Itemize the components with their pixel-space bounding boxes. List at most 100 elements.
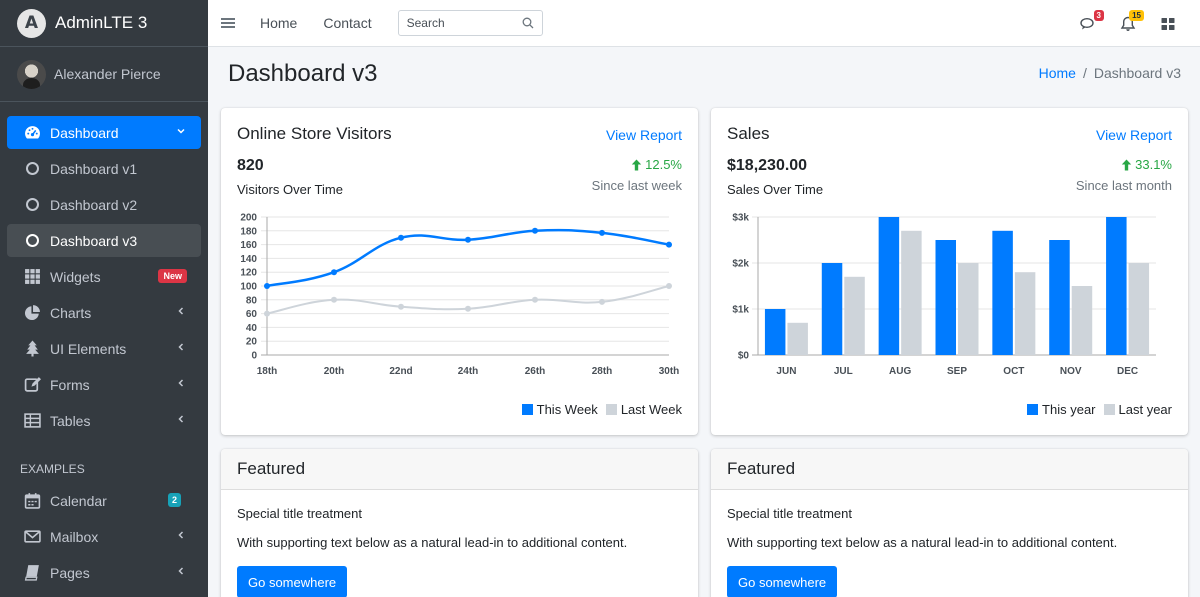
- table-icon: [23, 412, 41, 430]
- sidebar-item-label: Tables: [50, 412, 91, 429]
- chevron-left-icon: [174, 412, 188, 426]
- search-icon[interactable]: [522, 17, 534, 29]
- y-tick-label: 40: [246, 323, 258, 334]
- brand-logo-icon: A: [17, 8, 46, 38]
- search-input[interactable]: [406, 16, 517, 30]
- sidebar-item-tables[interactable]: Tables: [7, 404, 201, 437]
- bar-this-year: [1106, 217, 1127, 355]
- breadcrumb-separator: /: [1082, 65, 1087, 81]
- top-navbar: Home Contact 3 15: [208, 0, 1200, 47]
- envelope-icon: [23, 528, 41, 546]
- brand-name: AdminLTE 3: [55, 13, 148, 32]
- sidebar-item-ui-elements[interactable]: UI Elements: [7, 332, 201, 365]
- user-panel[interactable]: Alexander Pierce: [0, 47, 208, 102]
- y-tick-label: 140: [240, 254, 257, 265]
- sidebar-item-dashboard-v1[interactable]: Dashboard v1: [7, 152, 201, 185]
- sidebar-item-label: Dashboard v2: [50, 196, 138, 213]
- circle-icon: [23, 196, 41, 214]
- sidebar-item-mailbox[interactable]: Mailbox: [7, 520, 201, 553]
- visitors-line-chart: 0 20 40 60 80 100 120 140 160 180 200 18th 20th 22nd 2…: [240, 213, 679, 378]
- sidebar-nav: Dashboard Dashboard v1 Dashboard v2 Dash…: [0, 102, 208, 589]
- tree-icon: [23, 340, 41, 358]
- messages-dropdown[interactable]: 3: [1080, 9, 1104, 32]
- y-tick-label: 60: [246, 309, 258, 320]
- sales-card: Sales View Report $18,230.00 Sales Over …: [711, 108, 1188, 435]
- y-tick-label: $2k: [732, 259, 749, 270]
- sidebar-item-dashboard[interactable]: Dashboard: [7, 116, 201, 149]
- brand-link[interactable]: A AdminLTE 3: [0, 0, 208, 47]
- data-point-this-week: [599, 229, 605, 236]
- view-report-link[interactable]: View Report: [605, 127, 682, 143]
- nav-link-home[interactable]: Home: [260, 15, 298, 31]
- bar-this-year: [821, 263, 843, 355]
- x-tick-label: 22nd: [389, 366, 412, 377]
- new-badge: New: [158, 269, 187, 283]
- view-report-link[interactable]: View Report: [1095, 127, 1172, 143]
- sidebar-item-calendar[interactable]: Calendar 2: [7, 484, 201, 517]
- chevron-down-icon: [174, 124, 188, 138]
- sidebar-item-charts[interactable]: Charts: [7, 296, 201, 329]
- x-tick-label: OCT: [1003, 366, 1024, 377]
- calendar-icon: [23, 492, 41, 510]
- x-tick-label: 26th: [525, 366, 546, 377]
- y-tick-label: 80: [246, 295, 258, 306]
- x-tick-label: AUG: [889, 366, 911, 377]
- calendar-count-badge: 2: [167, 493, 181, 507]
- comments-icon: [1080, 17, 1094, 29]
- x-tick-label: 24th: [458, 366, 479, 377]
- nav-link-contact[interactable]: Contact: [323, 15, 372, 31]
- y-tick-label: 160: [240, 240, 257, 251]
- messages-count-badge: 3: [1093, 9, 1104, 21]
- breadcrumb: Home / Dashboard v3: [1039, 65, 1181, 81]
- go-somewhere-button[interactable]: Go somewhere: [237, 566, 348, 597]
- sales-change-value: 33.1%: [1135, 157, 1172, 172]
- notifications-dropdown[interactable]: 15: [1120, 9, 1144, 32]
- search-box: [397, 10, 543, 36]
- tachometer-icon: [23, 124, 41, 142]
- x-tick-label: SEP: [947, 366, 967, 377]
- data-point-this-week: [398, 234, 404, 241]
- visitors-count: 820: [237, 157, 264, 174]
- x-tick-label: DEC: [1117, 366, 1138, 377]
- bar-this-year: [764, 309, 786, 355]
- menu-toggle-icon[interactable]: [221, 18, 235, 28]
- featured-card-header: Featured: [221, 449, 698, 490]
- bar-last-year: [1128, 263, 1150, 355]
- arrow-up-icon: [1121, 159, 1132, 170]
- y-tick-label: $3k: [732, 213, 749, 224]
- legend-swatch-last-year: [1103, 404, 1115, 415]
- y-tick-label: 200: [240, 213, 257, 224]
- control-sidebar-toggle[interactable]: [1160, 16, 1176, 32]
- featured-card-text: With supporting text below as a natural …: [727, 535, 1118, 550]
- y-tick-label: 100: [240, 282, 257, 293]
- sidebar-item-label: Charts: [50, 304, 92, 321]
- bar-this-year: [1049, 240, 1070, 355]
- sidebar-item-forms[interactable]: Forms: [7, 368, 201, 401]
- sidebar-item-pages[interactable]: Pages: [7, 556, 201, 589]
- legend-swatch-last-week: [605, 404, 617, 415]
- bar-last-year: [1071, 286, 1093, 355]
- y-tick-label: 120: [240, 268, 257, 279]
- main-sidebar: A AdminLTE 3 Alexander Pierce Dashboard …: [0, 0, 208, 597]
- visitors-legend: This Week Last Week: [521, 402, 682, 417]
- sales-amount: $18,230.00: [727, 157, 808, 174]
- user-name: Alexander Pierce: [54, 66, 161, 82]
- bar-last-year: [844, 276, 865, 355]
- sidebar-item-label: Mailbox: [50, 528, 99, 545]
- bar-this-year: [992, 230, 1013, 355]
- featured-card-header: Featured: [711, 449, 1188, 490]
- data-point-last-week: [599, 298, 605, 305]
- x-tick-label: JUL: [834, 366, 853, 377]
- grid-icon: [23, 268, 41, 286]
- legend-label-last-week: Last Week: [620, 402, 682, 417]
- y-tick-label: 180: [240, 226, 257, 237]
- chevron-left-icon: [174, 528, 188, 542]
- chevron-left-icon: [174, 564, 188, 578]
- sidebar-item-dashboard-v3[interactable]: Dashboard v3: [7, 224, 201, 257]
- go-somewhere-button[interactable]: Go somewhere: [727, 566, 838, 597]
- sidebar-item-dashboard-v2[interactable]: Dashboard v2: [7, 188, 201, 221]
- data-point-last-week: [398, 303, 404, 310]
- circle-icon: [23, 232, 41, 250]
- breadcrumb-home[interactable]: Home: [1038, 65, 1076, 81]
- sidebar-item-widgets[interactable]: Widgets New: [7, 260, 201, 293]
